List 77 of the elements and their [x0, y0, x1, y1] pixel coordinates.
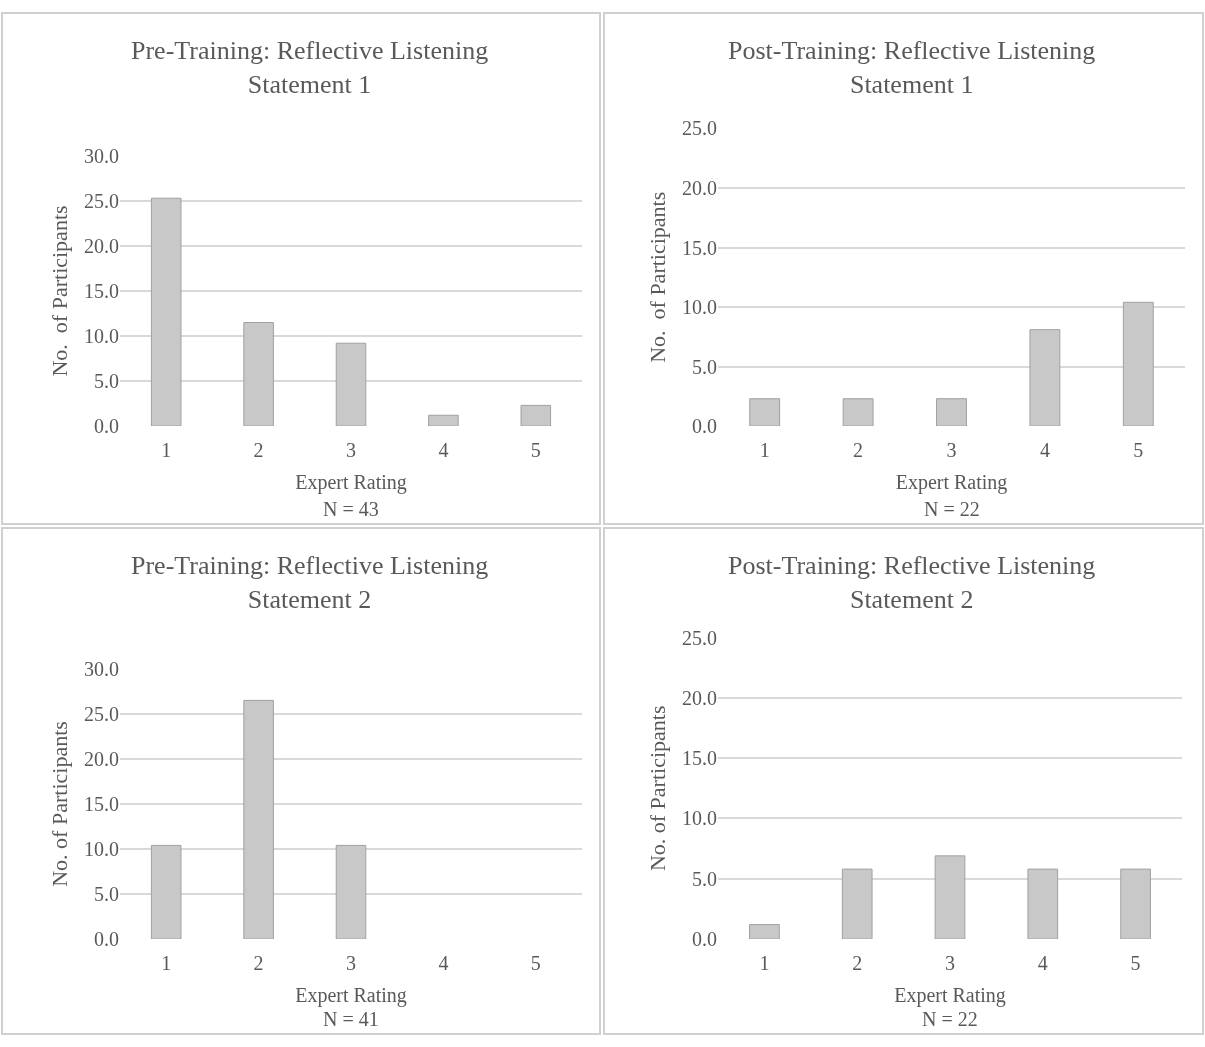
chart-title: Post-Training: Reflective Listening Statement 2 — [728, 551, 1096, 614]
x-tick-label: 2 — [253, 952, 264, 975]
text: N = 22 — [924, 498, 980, 520]
x-tick-label: 3 — [946, 439, 957, 462]
x-tick-label: 5 — [1133, 439, 1144, 462]
y-tick-label: 10.0 — [682, 807, 717, 830]
x-tick-label: 4 — [438, 439, 449, 462]
x-tick-label: 1 — [161, 952, 172, 975]
x-tick-label: 3 — [945, 952, 955, 975]
bar — [749, 924, 780, 940]
x-axis-title: Expert Rating — [295, 470, 407, 494]
y-tick-label: 15.0 — [682, 236, 717, 259]
bar — [1122, 301, 1154, 427]
y-tick-label: 20.0 — [682, 686, 717, 709]
y-tick-label: 10.0 — [84, 325, 119, 348]
x-tick-label: 5 — [530, 952, 541, 975]
y-tick-label: 10.0 — [84, 838, 119, 861]
y-tick-label: 20.0 — [84, 234, 119, 257]
text: N = 22 — [922, 1008, 978, 1030]
bar — [1029, 329, 1061, 427]
y-tick-label: 25.0 — [682, 117, 717, 140]
bar — [841, 868, 873, 940]
x-tick-label: 2 — [253, 439, 264, 462]
bar — [335, 342, 367, 427]
y-tick-label: 25.0 — [84, 702, 119, 725]
y-axis-title: No. of Participants — [644, 705, 670, 872]
bar — [428, 414, 459, 427]
x-tick-label: 5 — [1130, 952, 1141, 975]
y-tick-label: 25.0 — [682, 626, 717, 649]
y-tick-label: 10.0 — [682, 296, 717, 319]
x-axis-title: Expert Rating — [894, 983, 1006, 1007]
y-axis-title: No. of Participants — [46, 205, 72, 377]
bar — [243, 322, 274, 427]
x-tick-label: 4 — [1037, 952, 1048, 975]
bar — [936, 398, 967, 427]
x-axis-title: Expert Rating — [895, 470, 1008, 494]
text: N = 41 — [323, 1008, 379, 1030]
x-tick-label: 1 — [759, 439, 770, 462]
y-tick-label: 5.0 — [692, 867, 717, 890]
y-tick-label: 0.0 — [94, 415, 119, 438]
y-axis-title: No. of Participants — [46, 721, 72, 887]
y-tick-label: 30.0 — [84, 657, 119, 680]
chart-title: Pre-Training: Reflective Listening Statement 2 — [131, 551, 489, 614]
y-tick-label: 15.0 — [682, 747, 717, 770]
y-tick-label: 15.0 — [84, 279, 119, 302]
text: N = 43 — [323, 498, 379, 520]
y-tick-label: 25.0 — [84, 189, 119, 212]
y-tick-label: 30.0 — [84, 144, 119, 167]
bar — [934, 855, 966, 940]
y-tick-label: 0.0 — [692, 928, 717, 951]
y-tick-label: 5.0 — [94, 883, 119, 906]
y-tick-label: 0.0 — [94, 928, 119, 951]
x-tick-label: 2 — [853, 439, 864, 462]
bar — [150, 197, 182, 427]
x-tick-label: 1 — [759, 952, 770, 975]
y-tick-label: 20.0 — [84, 747, 119, 770]
x-tick-label: 3 — [346, 439, 356, 462]
x-tick-label: 5 — [530, 439, 541, 462]
y-tick-label: 5.0 — [94, 370, 119, 393]
bar — [520, 404, 552, 427]
chart-title: Pre-Training: Reflective Listening Statement 1 — [131, 36, 489, 99]
x-tick-label: 1 — [161, 439, 172, 462]
x-tick-label: 4 — [438, 952, 449, 975]
y-tick-label: 5.0 — [692, 355, 717, 378]
y-axis-title: No. of Participants — [644, 191, 670, 363]
chart-title: Post-Training: Reflective Listening Statement 1 — [728, 36, 1096, 99]
x-tick-label: 3 — [346, 952, 356, 975]
bar — [1027, 868, 1059, 940]
y-tick-label: 0.0 — [692, 415, 717, 438]
x-tick-label: 2 — [852, 952, 863, 975]
bar — [842, 398, 874, 427]
x-axis-title: Expert Rating — [295, 983, 407, 1007]
bar — [749, 398, 781, 427]
bar — [1120, 868, 1151, 940]
x-tick-label: 4 — [1039, 439, 1050, 462]
y-tick-label: 15.0 — [84, 792, 119, 815]
y-tick-label: 20.0 — [682, 177, 717, 199]
